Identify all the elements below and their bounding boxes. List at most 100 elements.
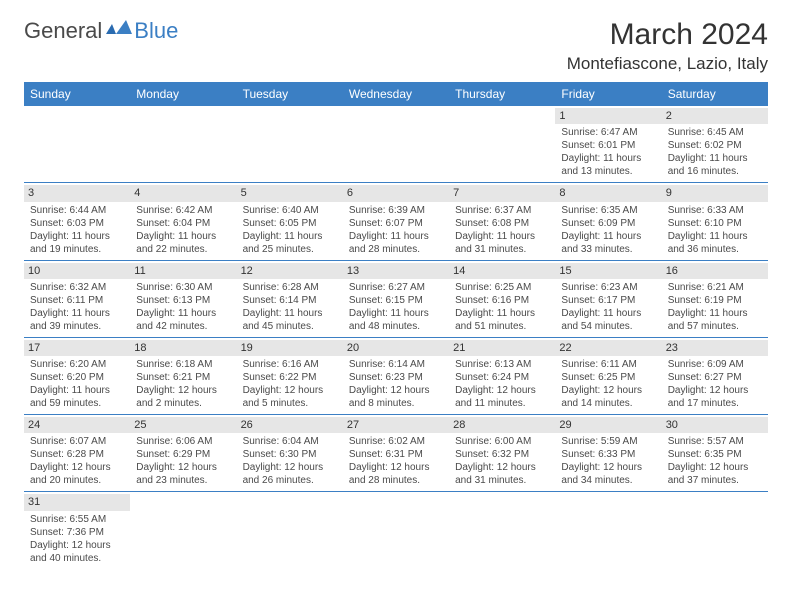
cell-daylight2: and 31 minutes. xyxy=(455,474,549,487)
cell-sunset: Sunset: 6:07 PM xyxy=(349,217,443,230)
cell-sunset: Sunset: 6:27 PM xyxy=(668,371,762,384)
location: Montefiascone, Lazio, Italy xyxy=(567,54,768,74)
cell-sunset: Sunset: 6:25 PM xyxy=(561,371,655,384)
cell-daylight1: Daylight: 11 hours xyxy=(455,307,549,320)
day-number: 12 xyxy=(237,263,343,279)
page-header: General Blue March 2024 Montefiascone, L… xyxy=(24,18,768,74)
cell-daylight1: Daylight: 11 hours xyxy=(30,230,124,243)
cell-daylight2: and 13 minutes. xyxy=(561,165,655,178)
cell-daylight2: and 37 minutes. xyxy=(668,474,762,487)
calendar-cell: 23Sunrise: 6:09 AMSunset: 6:27 PMDayligh… xyxy=(662,337,768,414)
calendar-row: 24Sunrise: 6:07 AMSunset: 6:28 PMDayligh… xyxy=(24,415,768,492)
cell-daylight1: Daylight: 12 hours xyxy=(455,461,549,474)
cell-sunset: Sunset: 6:24 PM xyxy=(455,371,549,384)
cell-sunset: Sunset: 6:23 PM xyxy=(349,371,443,384)
cell-sunset: Sunset: 6:15 PM xyxy=(349,294,443,307)
calendar-row: 10Sunrise: 6:32 AMSunset: 6:11 PMDayligh… xyxy=(24,260,768,337)
cell-daylight1: Daylight: 11 hours xyxy=(668,307,762,320)
calendar-cell: 30Sunrise: 5:57 AMSunset: 6:35 PMDayligh… xyxy=(662,415,768,492)
cell-daylight1: Daylight: 11 hours xyxy=(349,307,443,320)
cell-daylight2: and 39 minutes. xyxy=(30,320,124,333)
day-number: 8 xyxy=(555,185,661,201)
day-header-row: SundayMondayTuesdayWednesdayThursdayFrid… xyxy=(24,82,768,106)
calendar-cell: 28Sunrise: 6:00 AMSunset: 6:32 PMDayligh… xyxy=(449,415,555,492)
cell-sunrise: Sunrise: 6:07 AM xyxy=(30,435,124,448)
cell-sunrise: Sunrise: 6:45 AM xyxy=(668,126,762,139)
calendar-cell: 18Sunrise: 6:18 AMSunset: 6:21 PMDayligh… xyxy=(130,337,236,414)
cell-sunset: Sunset: 7:36 PM xyxy=(30,526,124,539)
day-number: 25 xyxy=(130,417,236,433)
cell-daylight1: Daylight: 11 hours xyxy=(30,384,124,397)
calendar-cell: 6Sunrise: 6:39 AMSunset: 6:07 PMDaylight… xyxy=(343,183,449,260)
cell-sunrise: Sunrise: 6:28 AM xyxy=(243,281,337,294)
calendar-cell: 13Sunrise: 6:27 AMSunset: 6:15 PMDayligh… xyxy=(343,260,449,337)
day-number: 11 xyxy=(130,263,236,279)
day-header: Wednesday xyxy=(343,82,449,106)
cell-daylight2: and 23 minutes. xyxy=(136,474,230,487)
cell-daylight2: and 36 minutes. xyxy=(668,243,762,256)
cell-daylight2: and 17 minutes. xyxy=(668,397,762,410)
logo-text-dark: General xyxy=(24,18,102,44)
cell-daylight1: Daylight: 11 hours xyxy=(561,307,655,320)
cell-daylight1: Daylight: 12 hours xyxy=(243,384,337,397)
cell-daylight2: and 8 minutes. xyxy=(349,397,443,410)
day-number: 14 xyxy=(449,263,555,279)
cell-sunset: Sunset: 6:17 PM xyxy=(561,294,655,307)
day-header: Friday xyxy=(555,82,661,106)
cell-sunset: Sunset: 6:16 PM xyxy=(455,294,549,307)
cell-daylight1: Daylight: 11 hours xyxy=(243,307,337,320)
cell-sunset: Sunset: 6:33 PM xyxy=(561,448,655,461)
cell-daylight2: and 11 minutes. xyxy=(455,397,549,410)
calendar-cell: 9Sunrise: 6:33 AMSunset: 6:10 PMDaylight… xyxy=(662,183,768,260)
cell-sunset: Sunset: 6:31 PM xyxy=(349,448,443,461)
cell-sunrise: Sunrise: 5:57 AM xyxy=(668,435,762,448)
cell-daylight2: and 34 minutes. xyxy=(561,474,655,487)
day-number: 9 xyxy=(662,185,768,201)
logo-text-blue: Blue xyxy=(134,18,178,44)
calendar-cell xyxy=(130,106,236,183)
cell-daylight1: Daylight: 11 hours xyxy=(349,230,443,243)
calendar-cell: 19Sunrise: 6:16 AMSunset: 6:22 PMDayligh… xyxy=(237,337,343,414)
cell-sunset: Sunset: 6:05 PM xyxy=(243,217,337,230)
day-header: Sunday xyxy=(24,82,130,106)
cell-daylight2: and 31 minutes. xyxy=(455,243,549,256)
cell-daylight2: and 51 minutes. xyxy=(455,320,549,333)
calendar-cell: 25Sunrise: 6:06 AMSunset: 6:29 PMDayligh… xyxy=(130,415,236,492)
title-block: March 2024 Montefiascone, Lazio, Italy xyxy=(567,18,768,74)
calendar-cell xyxy=(343,106,449,183)
cell-sunrise: Sunrise: 6:16 AM xyxy=(243,358,337,371)
cell-sunset: Sunset: 6:20 PM xyxy=(30,371,124,384)
cell-sunset: Sunset: 6:14 PM xyxy=(243,294,337,307)
day-number: 1 xyxy=(555,108,661,124)
cell-daylight1: Daylight: 12 hours xyxy=(136,384,230,397)
cell-sunset: Sunset: 6:13 PM xyxy=(136,294,230,307)
cell-daylight2: and 48 minutes. xyxy=(349,320,443,333)
day-number: 5 xyxy=(237,185,343,201)
cell-sunset: Sunset: 6:02 PM xyxy=(668,139,762,152)
calendar-cell: 4Sunrise: 6:42 AMSunset: 6:04 PMDaylight… xyxy=(130,183,236,260)
day-number: 15 xyxy=(555,263,661,279)
cell-sunset: Sunset: 6:19 PM xyxy=(668,294,762,307)
day-header: Thursday xyxy=(449,82,555,106)
calendar-cell: 24Sunrise: 6:07 AMSunset: 6:28 PMDayligh… xyxy=(24,415,130,492)
cell-sunset: Sunset: 6:11 PM xyxy=(30,294,124,307)
cell-sunset: Sunset: 6:10 PM xyxy=(668,217,762,230)
cell-daylight2: and 14 minutes. xyxy=(561,397,655,410)
flag-icon xyxy=(106,20,132,43)
calendar-body: 1Sunrise: 6:47 AMSunset: 6:01 PMDaylight… xyxy=(24,106,768,569)
cell-sunset: Sunset: 6:04 PM xyxy=(136,217,230,230)
day-number: 21 xyxy=(449,340,555,356)
calendar-cell xyxy=(555,492,661,569)
calendar-cell: 26Sunrise: 6:04 AMSunset: 6:30 PMDayligh… xyxy=(237,415,343,492)
day-number: 6 xyxy=(343,185,449,201)
cell-sunset: Sunset: 6:32 PM xyxy=(455,448,549,461)
calendar-cell xyxy=(130,492,236,569)
cell-daylight2: and 42 minutes. xyxy=(136,320,230,333)
cell-sunset: Sunset: 6:28 PM xyxy=(30,448,124,461)
calendar-cell: 2Sunrise: 6:45 AMSunset: 6:02 PMDaylight… xyxy=(662,106,768,183)
cell-daylight1: Daylight: 12 hours xyxy=(349,384,443,397)
calendar-cell: 12 Sunrise: 6:28 AMSunset: 6:14 PMDayligh… xyxy=(237,260,343,337)
cell-daylight2: and 28 minutes. xyxy=(349,474,443,487)
cell-sunrise: Sunrise: 6:44 AM xyxy=(30,204,124,217)
cell-daylight2: and 22 minutes. xyxy=(136,243,230,256)
